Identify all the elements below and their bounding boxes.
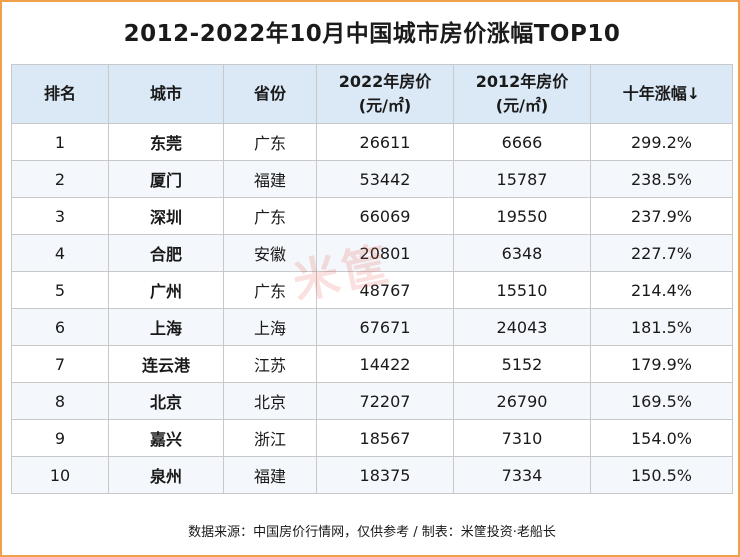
cell-city: 厦门 [108, 160, 224, 198]
table-row: 10 泉州 福建 18375 7334 150.5% [11, 456, 733, 494]
header-province: 省份 [223, 64, 317, 124]
header-growth: 十年涨幅↓ [590, 64, 733, 124]
table-row: 5 广州 广东 48767 15510 214.4% [11, 271, 733, 309]
header-city: 城市 [108, 64, 224, 124]
header-row: 排名 城市 省份 2022年房价 (元/㎡) 2012年房价 (元/㎡) 十年涨… [11, 64, 733, 124]
header-price-2022: 2022年房价 (元/㎡) [316, 64, 454, 124]
cell-growth: 238.5% [590, 160, 733, 198]
cell-city: 合肥 [108, 234, 224, 272]
cell-province: 安徽 [223, 234, 317, 272]
cell-growth: 227.7% [590, 234, 733, 272]
cell-rank: 10 [11, 456, 109, 494]
cell-price-2022: 72207 [316, 382, 454, 420]
cell-price-2022: 20801 [316, 234, 454, 272]
cell-price-2022: 14422 [316, 345, 454, 383]
cell-city: 泉州 [108, 456, 224, 494]
header-price-2022-label: 2022年房价 [338, 72, 432, 91]
cell-rank: 8 [11, 382, 109, 420]
cell-price-2022: 26611 [316, 123, 454, 161]
table-row: 9 嘉兴 浙江 18567 7310 154.0% [11, 419, 733, 457]
cell-price-2022: 18375 [316, 456, 454, 494]
cell-province: 广东 [223, 271, 317, 309]
header-price-2012: 2012年房价 (元/㎡) [453, 64, 591, 124]
page-title: 2012-2022年10月中国城市房价涨幅TOP10 [123, 21, 621, 47]
cell-price-2012: 24043 [453, 308, 591, 346]
cell-growth: 299.2% [590, 123, 733, 161]
cell-rank: 4 [11, 234, 109, 272]
cell-city: 东莞 [108, 123, 224, 161]
cell-price-2022: 48767 [316, 271, 454, 309]
cell-price-2022: 53442 [316, 160, 454, 198]
cell-province: 广东 [223, 123, 317, 161]
cell-price-2012: 7334 [453, 456, 591, 494]
header-price-2022-unit: (元/㎡) [358, 96, 412, 115]
header-price-2012-label: 2012年房价 [475, 72, 569, 91]
cell-growth: 181.5% [590, 308, 733, 346]
cell-province: 江苏 [223, 345, 317, 383]
cell-growth: 169.5% [590, 382, 733, 420]
cell-province: 浙江 [223, 419, 317, 457]
source-footnote: 数据来源：中国房价行情网，仅供参考 / 制表：米筐投资·老船长 [188, 525, 556, 540]
cell-rank: 3 [11, 197, 109, 235]
cell-price-2022: 66069 [316, 197, 454, 235]
ranking-table: 排名 城市 省份 2022年房价 (元/㎡) 2012年房价 (元/㎡) 十年涨… [11, 64, 733, 494]
cell-growth: 179.9% [590, 345, 733, 383]
cell-rank: 2 [11, 160, 109, 198]
cell-price-2012: 6348 [453, 234, 591, 272]
header-rank: 排名 [11, 64, 109, 124]
cell-province: 北京 [223, 382, 317, 420]
table-row: 3 深圳 广东 66069 19550 237.9% [11, 197, 733, 235]
cell-city: 深圳 [108, 197, 224, 235]
table-row: 7 连云港 江苏 14422 5152 179.9% [11, 345, 733, 383]
cell-price-2012: 7310 [453, 419, 591, 457]
cell-price-2012: 5152 [453, 345, 591, 383]
table-row: 2 厦门 福建 53442 15787 238.5% [11, 160, 733, 198]
cell-city: 广州 [108, 271, 224, 309]
cell-province: 广东 [223, 197, 317, 235]
cell-city: 连云港 [108, 345, 224, 383]
cell-province: 福建 [223, 160, 317, 198]
cell-city: 北京 [108, 382, 224, 420]
table-row: 6 上海 上海 67671 24043 181.5% [11, 308, 733, 346]
cell-growth: 150.5% [590, 456, 733, 494]
cell-price-2022: 67671 [316, 308, 454, 346]
cell-rank: 9 [11, 419, 109, 457]
cell-growth: 214.4% [590, 271, 733, 309]
cell-city: 嘉兴 [108, 419, 224, 457]
cell-price-2012: 15787 [453, 160, 591, 198]
cell-rank: 1 [11, 123, 109, 161]
cell-province: 上海 [223, 308, 317, 346]
cell-rank: 7 [11, 345, 109, 383]
cell-price-2022: 18567 [316, 419, 454, 457]
cell-rank: 5 [11, 271, 109, 309]
table-row: 8 北京 北京 72207 26790 169.5% [11, 382, 733, 420]
cell-price-2012: 19550 [453, 197, 591, 235]
cell-price-2012: 6666 [453, 123, 591, 161]
table-row: 4 合肥 安徽 20801 6348 227.7% [11, 234, 733, 272]
cell-rank: 6 [11, 308, 109, 346]
cell-growth: 237.9% [590, 197, 733, 235]
cell-province: 福建 [223, 456, 317, 494]
cell-price-2012: 26790 [453, 382, 591, 420]
header-price-2012-unit: (元/㎡) [495, 96, 549, 115]
table-row: 1 东莞 广东 26611 6666 299.2% [11, 123, 733, 161]
cell-price-2012: 15510 [453, 271, 591, 309]
cell-growth: 154.0% [590, 419, 733, 457]
cell-city: 上海 [108, 308, 224, 346]
